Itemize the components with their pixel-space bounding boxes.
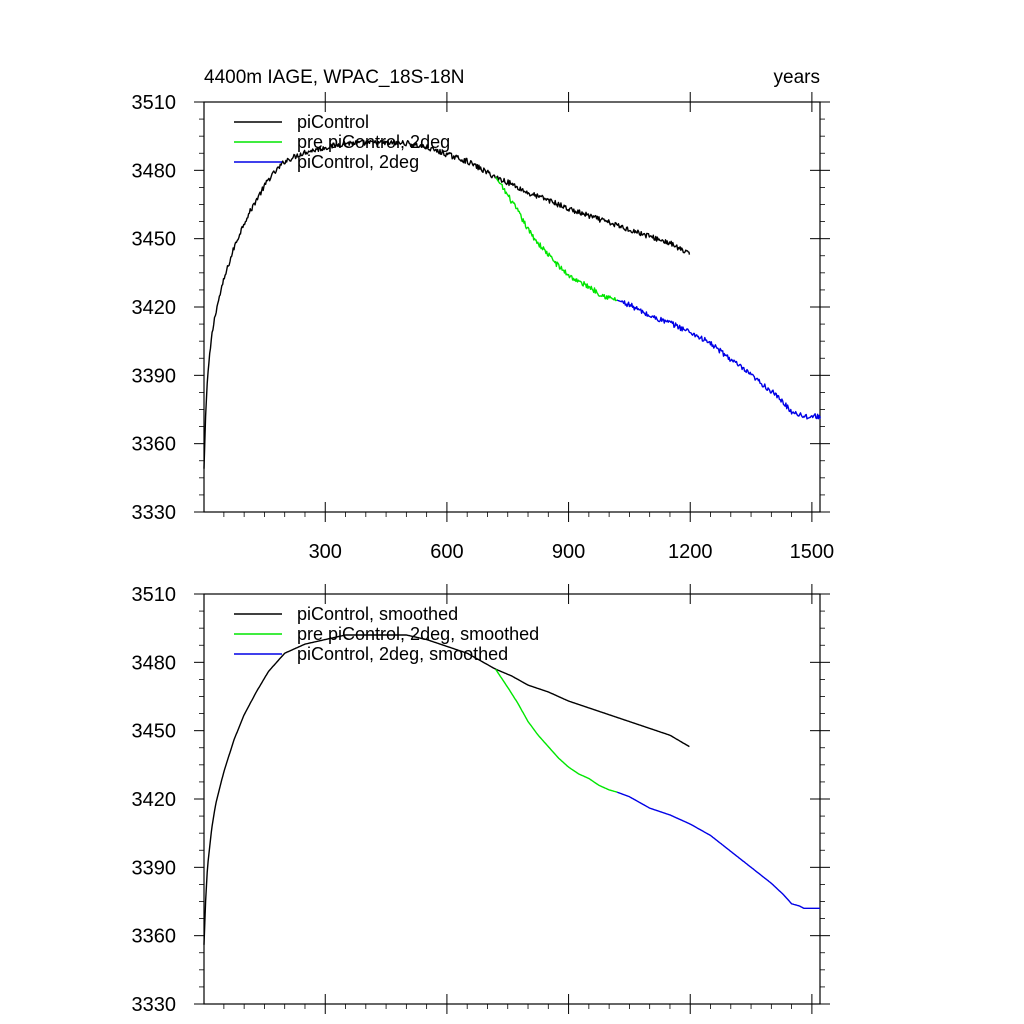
legend-label-2: piControl, 2deg	[297, 152, 419, 172]
y-tick-label: 3450	[132, 721, 177, 743]
series-line-0	[203, 634, 690, 945]
y-tick-label: 3360	[132, 926, 177, 948]
legend-label-2: piControl, 2deg, smoothed	[297, 644, 508, 664]
x-tick-label: 300	[309, 541, 342, 563]
chart-title: 4400m IAGE, WPAC_18S-18N	[204, 67, 464, 88]
x-tick-label: 900	[552, 541, 585, 563]
series-line-0	[203, 139, 691, 469]
y-tick-label: 3390	[132, 365, 177, 387]
y-tick-label: 3510	[132, 584, 177, 606]
y-tick-label: 3330	[132, 502, 177, 524]
x-tick-label: 600	[430, 541, 463, 563]
legend-label-0: piControl	[297, 112, 369, 132]
legend-label-1: pre piControl, 2deg, smoothed	[297, 624, 539, 644]
y-tick-label: 3450	[132, 229, 177, 251]
top-panel-raw-series: 300 600 900 1200 1500 3330 3360 3390 3420 3450 348…	[132, 92, 835, 563]
series-line-2	[616, 299, 821, 420]
y-tick-label: 3360	[132, 434, 177, 456]
y-tick-label: 3420	[132, 297, 177, 319]
bottom-panel-smoothed-series: 3330 3360 3390 3420 3450 3480 3510 piControl, s…	[132, 584, 830, 1016]
y-tick-label: 3420	[132, 789, 177, 811]
legend-label-1: pre piControl, 2deg	[297, 132, 450, 152]
series-line-1	[495, 176, 618, 302]
legend-label-0: piControl, smoothed	[297, 604, 458, 624]
y-tick-label: 3480	[132, 652, 177, 674]
y-tick-label: 3390	[132, 857, 177, 879]
y-tick-label: 3330	[132, 994, 177, 1016]
series-line-2	[616, 791, 820, 909]
x-tick-label: 1500	[790, 541, 835, 563]
y-tick-label: 3480	[132, 160, 177, 182]
y-tick-label: 3510	[132, 92, 177, 114]
x-tick-label: 1200	[668, 541, 713, 563]
x-axis-units-label: years	[774, 67, 820, 88]
series-line-1	[495, 668, 618, 793]
